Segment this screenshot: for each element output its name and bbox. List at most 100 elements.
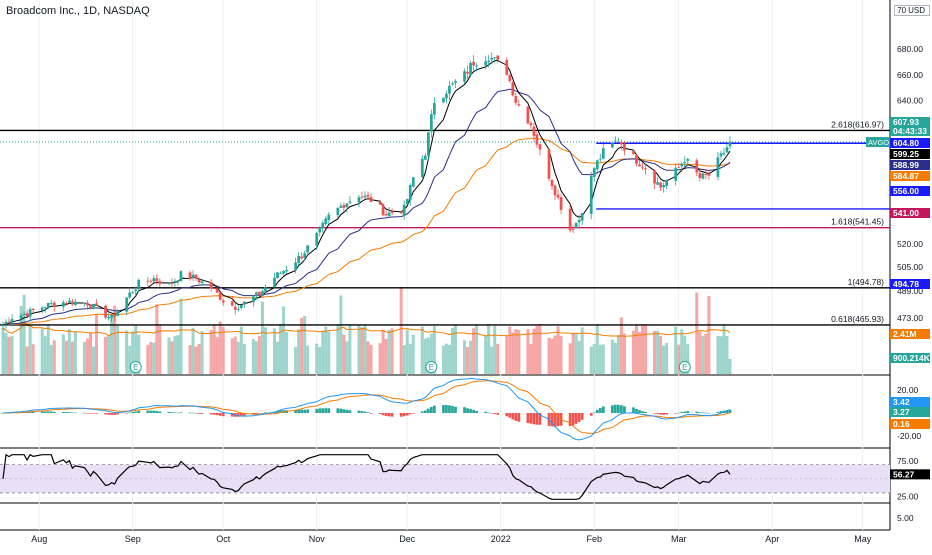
macd-histogram-bar <box>423 410 427 413</box>
macd-histogram-bar <box>517 413 521 422</box>
candle-body <box>49 303 53 305</box>
candle-body <box>209 282 213 289</box>
volume-bar <box>508 326 512 374</box>
candle-body <box>490 57 494 60</box>
candle-body <box>683 162 687 164</box>
volume-bar <box>453 325 457 374</box>
candle-body <box>137 279 141 290</box>
macd-histogram-bar <box>532 413 536 425</box>
macd-histogram-bar <box>176 412 180 414</box>
macd-histogram-bar <box>638 410 641 413</box>
candle-body <box>638 164 641 167</box>
candle-body <box>686 158 690 161</box>
candle-body <box>306 245 310 253</box>
macd-histogram-bar <box>662 413 665 415</box>
candle-body <box>25 313 29 317</box>
candle-body <box>264 287 267 292</box>
macd-histogram-bar <box>695 411 699 413</box>
macd-histogram-bar <box>191 412 195 414</box>
candle-body <box>484 61 488 66</box>
last-price-label: 607.93 <box>890 117 930 127</box>
volume-bar <box>559 335 563 374</box>
candle-body <box>366 194 370 197</box>
volume-bar <box>321 330 325 374</box>
candle-body <box>381 204 385 216</box>
candle-body <box>514 96 518 103</box>
earnings-circle <box>425 361 438 373</box>
candle-body <box>327 214 331 220</box>
candle-body <box>43 307 47 308</box>
macd-histogram-bar <box>61 411 65 413</box>
candle-body <box>336 207 340 216</box>
time-axis-label: 2022 <box>491 534 511 544</box>
candle-body <box>433 103 436 115</box>
macd-histogram-bar <box>384 413 388 417</box>
candle-body <box>559 197 563 210</box>
macd-histogram-bar <box>315 408 319 413</box>
candle-body <box>28 309 32 317</box>
symbol-title[interactable]: Broadcom Inc., 1D, NASDAQ <box>6 5 150 17</box>
volume-bar <box>532 328 536 374</box>
candle-body <box>384 214 388 216</box>
volume-bar <box>170 341 174 374</box>
candle-body <box>22 313 26 315</box>
volume-bar <box>653 330 657 374</box>
fib-1618-label: 541.00 <box>890 208 930 218</box>
macd-histogram-bar <box>357 410 361 413</box>
macd-histogram-bar <box>411 413 415 414</box>
volume-bar <box>366 341 370 374</box>
macd-histogram-bar <box>173 412 177 414</box>
macd-histogram-bar <box>595 409 599 413</box>
macd-histogram-bar <box>52 411 56 413</box>
candle-body <box>508 75 512 82</box>
rsi-axis-tick: 75.00 <box>897 456 919 466</box>
volume-bar <box>348 324 352 374</box>
volume-bar <box>327 331 331 374</box>
candle-body <box>107 317 110 319</box>
candle-body <box>212 288 216 290</box>
candle-body <box>653 170 656 184</box>
macd-histogram-bar <box>674 413 678 414</box>
macd-histogram-bar <box>146 410 150 413</box>
volume-bar <box>276 341 280 374</box>
candle-body <box>677 167 681 168</box>
macd-histogram-bar <box>230 413 234 417</box>
volume-bar <box>381 329 385 374</box>
candle-body <box>318 227 322 233</box>
candle-body <box>556 194 560 198</box>
candle-body <box>454 81 457 83</box>
candle-body <box>463 71 466 82</box>
macd-histogram-bar <box>31 411 35 413</box>
currency-box[interactable]: 70 USD <box>894 5 930 16</box>
macd-histogram-bar <box>577 413 581 422</box>
macd-histogram-bar <box>158 411 162 413</box>
volume-bar <box>487 324 491 374</box>
macd-histogram-bar <box>261 412 264 414</box>
candle-body <box>725 147 729 153</box>
ema-slow-label-text: 584.87 <box>893 171 919 181</box>
macd-histogram-bar <box>116 413 119 415</box>
macd-histogram-bar <box>167 411 171 413</box>
earnings-circle <box>678 361 691 373</box>
candle-body <box>285 270 288 272</box>
volume-bar <box>447 344 451 374</box>
volume-bar <box>408 343 412 374</box>
candle-body <box>472 61 475 66</box>
candle-body <box>86 302 89 306</box>
volume-bar <box>665 342 669 374</box>
volume-bar <box>110 314 114 374</box>
macd-histogram-bar <box>378 413 382 414</box>
macd-histogram-bar <box>686 411 690 413</box>
macd-histogram-bar <box>589 413 593 416</box>
time-axis-label: Feb <box>586 534 602 544</box>
macd-histogram-bar <box>448 405 451 413</box>
candle-body <box>532 126 536 136</box>
macd-histogram-bar <box>526 413 530 424</box>
macd-histogram-bar <box>276 410 279 413</box>
candle-body <box>571 229 575 231</box>
candle-body <box>188 272 192 279</box>
volume-bar <box>215 337 219 374</box>
volume-bar <box>589 346 593 374</box>
candle-body <box>89 306 92 309</box>
